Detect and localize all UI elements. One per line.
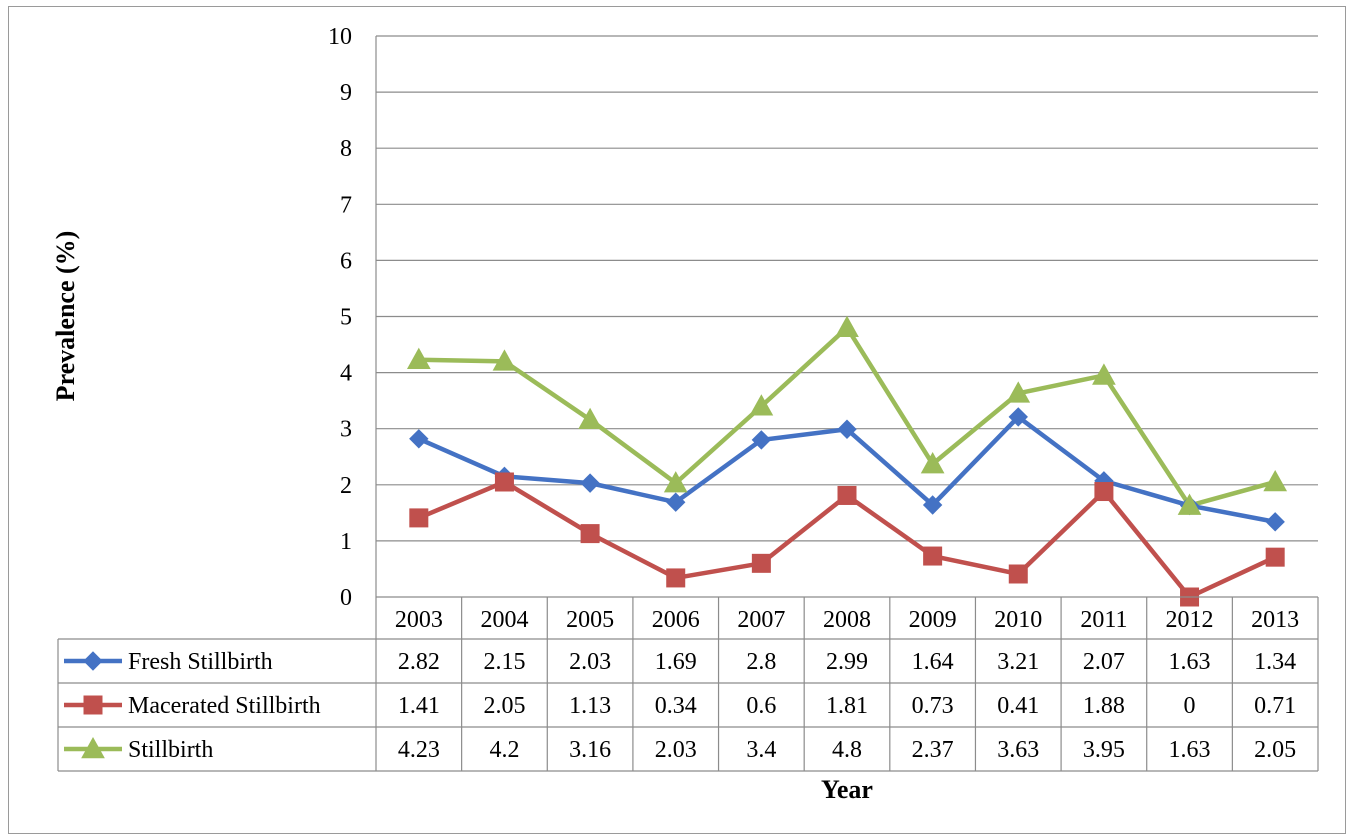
legend-marker-stillbirth [81, 736, 105, 759]
data-point-macerated-stillbirth [494, 472, 514, 492]
data-label: 0.34 [655, 693, 697, 719]
data-point-stillbirth [406, 347, 431, 369]
y-tick-label: 3 [340, 417, 352, 443]
data-point-fresh-stillbirth [922, 495, 943, 515]
legend-label-fresh-stillbirth: Fresh Stillbirth [128, 649, 273, 675]
data-label: 3.63 [997, 737, 1039, 763]
x-tick-label: 2009 [909, 607, 957, 633]
data-label: 1.81 [826, 693, 868, 719]
data-label: 4.23 [398, 737, 440, 763]
data-point-stillbirth [920, 452, 945, 474]
x-tick-label: 2013 [1251, 607, 1299, 633]
data-label: 2.99 [826, 649, 868, 675]
data-label: 1.64 [912, 649, 954, 675]
x-tick-label: 2010 [994, 607, 1042, 633]
data-point-macerated-stillbirth [580, 524, 600, 544]
data-point-stillbirth [1263, 469, 1288, 492]
y-tick-label: 9 [340, 80, 352, 106]
y-tick-label: 10 [328, 24, 352, 50]
data-label: 1.88 [1083, 693, 1125, 719]
y-tick-label: 4 [340, 361, 352, 387]
x-axis-title: Year [821, 775, 873, 804]
legend-marker-macerated-stillbirth [83, 695, 103, 715]
x-tick-label: 2004 [480, 607, 528, 633]
x-tick-label: 2003 [395, 607, 443, 633]
data-label: 1.63 [1169, 649, 1211, 675]
y-tick-label: 1 [340, 529, 352, 555]
data-label: 1.13 [569, 693, 611, 719]
data-label: 2.05 [1254, 737, 1296, 763]
data-point-stillbirth [749, 394, 774, 416]
y-axis-title: Prevalence (%) [51, 231, 80, 402]
data-point-stillbirth [1006, 381, 1031, 403]
data-point-macerated-stillbirth [923, 546, 943, 566]
data-label: 2.03 [569, 649, 611, 675]
data-point-fresh-stillbirth [837, 419, 857, 439]
data-point-stillbirth [1177, 493, 1202, 515]
x-tick-label: 2005 [566, 607, 614, 633]
y-tick-label: 0 [340, 585, 352, 611]
y-tick-label: 2 [340, 473, 352, 499]
data-label: 1.69 [655, 649, 697, 675]
data-label: 3.16 [569, 737, 611, 763]
data-label: 2.82 [398, 649, 440, 675]
data-point-macerated-stillbirth [751, 553, 771, 573]
x-tick-label: 2008 [823, 607, 871, 633]
data-label: 3.95 [1083, 737, 1125, 763]
data-label: 2.07 [1083, 649, 1125, 675]
data-point-macerated-stillbirth [1094, 482, 1114, 502]
data-label: 2.8 [746, 649, 776, 675]
data-point-stillbirth [492, 349, 517, 371]
data-point-macerated-stillbirth [837, 485, 857, 505]
chart-frame [8, 6, 1346, 834]
data-point-fresh-stillbirth [580, 473, 600, 493]
data-label: 1.63 [1169, 737, 1211, 763]
data-point-fresh-stillbirth [1008, 407, 1028, 427]
x-tick-label: 2007 [737, 607, 785, 633]
data-label: 4.2 [489, 737, 519, 763]
data-label: 1.41 [398, 693, 440, 719]
data-label: 0.73 [912, 693, 954, 719]
data-label: 3.21 [997, 649, 1039, 675]
data-point-fresh-stillbirth [1265, 512, 1285, 532]
data-point-fresh-stillbirth [666, 492, 686, 512]
legend-label-macerated-stillbirth: Macerated Stillbirth [128, 693, 321, 719]
data-point-fresh-stillbirth [751, 430, 772, 450]
data-table: 2003 2004 2005 2006 2007 2008 2009 2010 2011 2012… [57, 596, 1319, 772]
y-tick-label: 8 [340, 136, 352, 162]
data-label: 0 [1184, 693, 1196, 719]
series-markers [406, 315, 1288, 607]
data-point-macerated-stillbirth [1265, 547, 1285, 567]
data-point-macerated-stillbirth [666, 568, 686, 588]
y-tick-labels: 0 1 2 3 4 5 6 7 8 9 10 [328, 24, 352, 611]
data-point-fresh-stillbirth [409, 429, 429, 449]
series-lines [417, 325, 1277, 600]
legend-label-stillbirth: Stillbirth [128, 737, 213, 763]
y-tick-label: 7 [340, 192, 352, 218]
gridlines [375, 35, 1318, 597]
legend-marker-fresh-stillbirth [83, 651, 103, 671]
data-label: 1.34 [1254, 649, 1296, 675]
data-label: 0.6 [746, 693, 776, 719]
data-point-stillbirth [1092, 363, 1116, 385]
data-label: 2.37 [912, 737, 954, 763]
data-point-macerated-stillbirth [409, 508, 429, 528]
data-point-macerated-stillbirth [1008, 564, 1028, 584]
data-label: 0.71 [1254, 693, 1296, 719]
data-label: 2.03 [655, 737, 697, 763]
y-tick-label: 5 [340, 305, 352, 331]
data-label: 0.41 [997, 693, 1039, 719]
data-point-stillbirth [663, 471, 688, 493]
data-label: 2.15 [483, 649, 525, 675]
data-point-stillbirth [835, 315, 859, 338]
data-point-stillbirth [578, 407, 602, 430]
y-tick-label: 6 [340, 248, 352, 274]
x-tick-label: 2006 [652, 607, 700, 633]
x-tick-label: 2012 [1166, 607, 1214, 633]
data-label: 2.05 [483, 693, 525, 719]
data-label: 4.8 [832, 737, 862, 763]
data-label: 3.4 [746, 737, 776, 763]
x-tick-label: 2011 [1080, 607, 1127, 633]
